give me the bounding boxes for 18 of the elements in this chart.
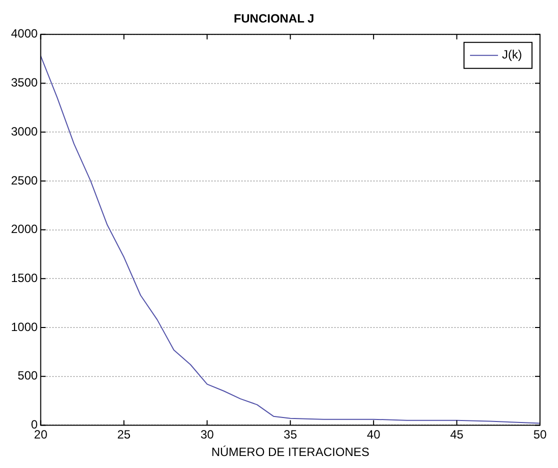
x-tick-label: 20	[34, 428, 48, 442]
x-tick-label: 25	[117, 428, 131, 442]
x-tick-label: 30	[200, 428, 214, 442]
y-tick-label: 2000	[10, 222, 38, 236]
x-tick-label: 45	[450, 428, 464, 442]
x-tick-label: 50	[533, 428, 547, 442]
x-tick-label: 35	[284, 428, 298, 442]
y-tick-label: 2500	[10, 173, 38, 188]
y-tick-label: 3500	[10, 76, 38, 90]
chart-title: FUNCIONAL J	[234, 12, 314, 26]
y-tick-label: 4000	[10, 26, 38, 41]
y-tick-label: 3000	[10, 124, 38, 138]
x-axis-title: NÚMERO DE ITERACIONES	[211, 445, 370, 460]
legend-label: J(k)	[502, 48, 522, 62]
y-tick-label: 1000	[10, 320, 38, 334]
y-tick-label: 1500	[10, 270, 38, 285]
x-tick-label: 40	[366, 428, 381, 442]
y-tick-label: 500	[18, 368, 38, 383]
